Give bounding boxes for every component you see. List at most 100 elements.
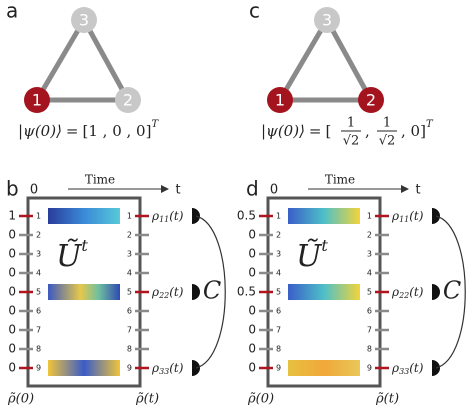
operator-symbol: Ũ — [296, 238, 323, 274]
port-index: 7 — [367, 326, 372, 335]
output-label: ρ22(t) — [391, 285, 424, 301]
bracket: [ — [326, 122, 332, 140]
panel-label: a — [6, 0, 18, 23]
port-index: 5 — [36, 288, 41, 297]
rho: ρ — [151, 285, 159, 299]
node — [24, 87, 50, 113]
output-label: ρ11(t) — [391, 209, 424, 225]
node-label: 1 — [275, 91, 285, 110]
port-index: 6 — [127, 307, 132, 316]
input-value: 0 — [248, 342, 256, 356]
time-label: Time — [85, 173, 115, 187]
panel-label: b — [6, 177, 19, 201]
time-label: Time — [325, 173, 355, 187]
node — [71, 7, 97, 33]
input-value: 0 — [248, 266, 256, 280]
state-close: , 0]T — [401, 119, 434, 141]
separator: , — [365, 122, 370, 140]
input-value: 0 — [8, 285, 16, 299]
port-index: 1 — [276, 212, 281, 221]
port-index: 5 — [127, 288, 132, 297]
ket: |ψ(0)⟩ — [18, 122, 62, 140]
port-index: 8 — [367, 345, 372, 354]
port-index: 7 — [127, 326, 132, 335]
rho: ρ — [391, 361, 399, 375]
operator-sup: t — [81, 236, 88, 255]
evolution-bar — [288, 284, 360, 300]
subscript: 22 — [398, 291, 409, 300]
evolution-bar — [48, 360, 120, 376]
evolution-bar — [288, 208, 360, 224]
input-value: 0.5 — [237, 209, 256, 223]
panel-label: d — [246, 177, 259, 201]
node — [314, 7, 340, 33]
detector — [432, 284, 440, 300]
input-value: 0 — [8, 304, 16, 318]
port-index: 1 — [36, 212, 41, 221]
rho: ρ — [391, 209, 399, 223]
input-value: 0 — [8, 323, 16, 337]
equals: = — [309, 122, 322, 140]
state-formula: |ψ(0)⟩ = [1 , 0 , 0]T — [18, 119, 159, 141]
node-label: 2 — [366, 91, 376, 110]
input-value: 0 — [8, 361, 16, 375]
rho: ρ — [391, 285, 399, 299]
evolution-bar — [48, 284, 120, 300]
port-index: 6 — [367, 307, 372, 316]
input-value: 0 — [8, 342, 16, 356]
numerator: 1 — [347, 116, 355, 131]
edge — [277, 18, 330, 102]
port-index: 3 — [127, 250, 132, 259]
port-index: 7 — [36, 326, 41, 335]
subscript: 11 — [159, 215, 169, 224]
input-value: 0 — [8, 247, 16, 261]
state-formula: |ψ(0)⟩ =[ — [261, 122, 331, 140]
panel-label: c — [249, 0, 260, 23]
input-value: 0 — [8, 228, 16, 242]
port-index: 1 — [367, 212, 372, 221]
port-index: 3 — [367, 250, 372, 259]
port-index: 9 — [367, 364, 372, 373]
coupling-curve — [435, 215, 466, 369]
argument: (t) — [169, 285, 184, 299]
time-start: 0 — [270, 183, 278, 198]
edge — [34, 18, 87, 102]
output-state: ρ̃(t) — [375, 392, 399, 407]
input-value: 0 — [248, 247, 256, 261]
node — [267, 87, 293, 113]
numerator: 1 — [383, 116, 391, 131]
subscript: 33 — [159, 367, 169, 376]
port-index: 6 — [36, 307, 41, 316]
edge — [324, 18, 374, 102]
input-state: ρ̃(0) — [7, 392, 34, 407]
port-index: 4 — [36, 269, 41, 278]
coupling-label: C — [203, 277, 221, 305]
node-label: 1 — [32, 91, 42, 110]
port-index: 8 — [36, 345, 41, 354]
port-index: 3 — [276, 250, 281, 259]
port-index: 3 — [36, 250, 41, 259]
output-label: ρ11(t) — [151, 209, 184, 225]
edge — [81, 18, 131, 102]
vector: [1 , 0 , 0] — [83, 122, 152, 140]
port-index: 5 — [367, 288, 372, 297]
subscript: 22 — [158, 291, 169, 300]
input-value: 0 — [248, 323, 256, 337]
port-index: 2 — [276, 231, 281, 240]
node — [115, 87, 141, 113]
port-index: 1 — [127, 212, 132, 221]
rho: ρ — [151, 209, 159, 223]
subscript: 33 — [399, 367, 409, 376]
input-value: 1 — [8, 209, 16, 223]
port-index: 4 — [367, 269, 372, 278]
argument: (t) — [169, 209, 184, 223]
operator: Ũt — [296, 236, 328, 275]
port-index: 7 — [276, 326, 281, 335]
output-label: ρ33(t) — [391, 361, 424, 377]
evolution-bar — [48, 208, 120, 224]
output-label: ρ33(t) — [151, 361, 184, 377]
port-index: 9 — [36, 364, 41, 373]
node-label: 2 — [123, 91, 133, 110]
denominator: √2 — [379, 134, 396, 149]
